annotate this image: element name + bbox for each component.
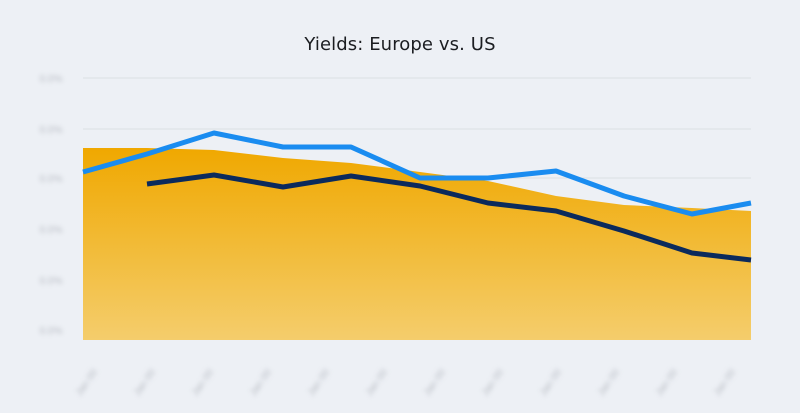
y-tick-label: 0.0% — [39, 276, 63, 287]
blue-line-series — [82, 130, 752, 217]
y-tick-label: 0.0% — [39, 125, 63, 136]
area-series — [83, 148, 751, 340]
y-tick-label: 0.0% — [39, 74, 63, 85]
navy-line-series — [146, 172, 752, 263]
y-tick-label: 0.0% — [39, 174, 63, 185]
chart-title: Yields: Europe vs. US — [304, 34, 496, 55]
y-tick-label: 0.0% — [39, 225, 63, 236]
y-tick-label: 0.0% — [39, 326, 63, 337]
